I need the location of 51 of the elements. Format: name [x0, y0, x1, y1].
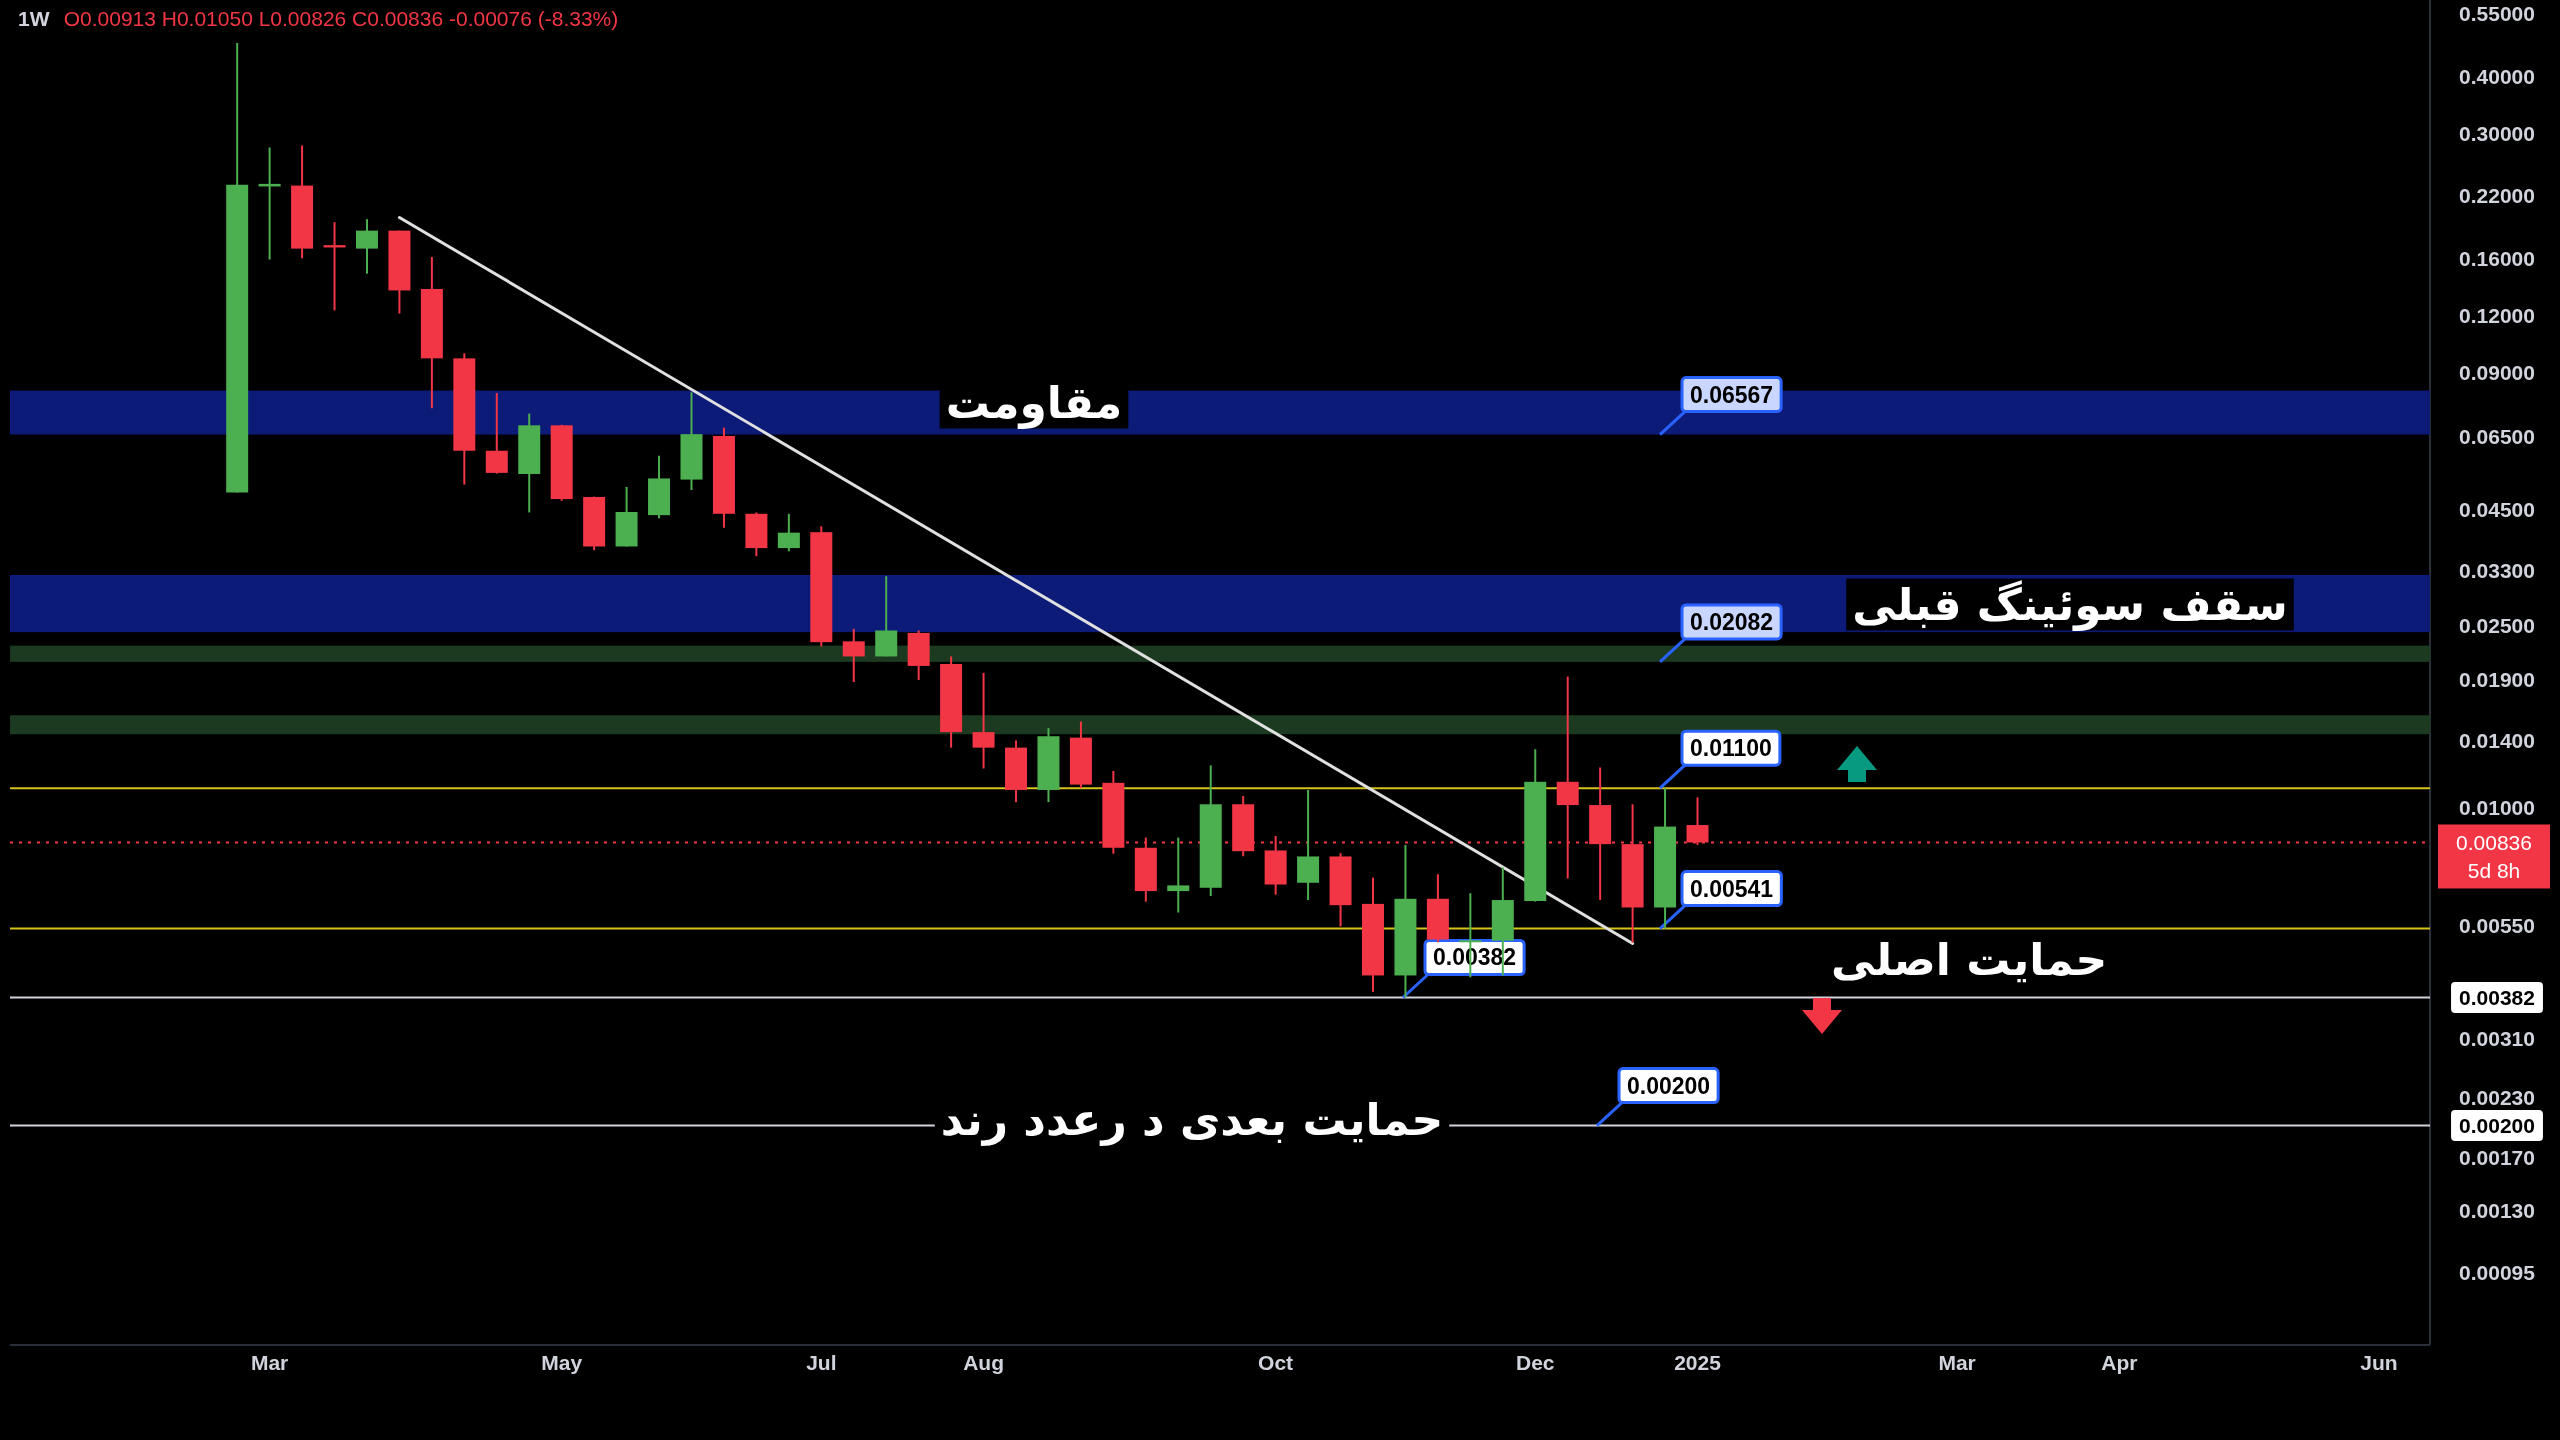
y-tick-label: 0.40000: [2459, 65, 2535, 89]
y-tick-label: 0.00550: [2459, 913, 2535, 937]
ref-line-label: 0.00836: [2456, 831, 2532, 855]
chart-title: 1W: [18, 7, 50, 30]
band-label: 0.06567: [1690, 381, 1774, 408]
y-tick-label: 0.00200: [2459, 1114, 2535, 1138]
y-tick-label: 0.04500: [2459, 497, 2535, 521]
x-tick-label: 2025: [1674, 1350, 1722, 1374]
candlestick: [777, 512, 800, 553]
x-tick-label: May: [541, 1350, 583, 1374]
y-tick-label: 0.00170: [2459, 1146, 2535, 1170]
y-tick-label: 0.12000: [2459, 303, 2535, 327]
annotation: مقاومت: [945, 376, 1123, 429]
x-tick-label: Mar: [1938, 1350, 1976, 1374]
x-tick-label: Oct: [1258, 1350, 1294, 1374]
y-tick-label: 0.55000: [2459, 2, 2535, 26]
candlestick: [355, 218, 378, 275]
annotation: سقف سوئینگ قبلی: [1852, 578, 2288, 631]
y-tick-label: 0.00095: [2459, 1261, 2536, 1285]
y-tick-label: 0.09000: [2459, 360, 2535, 384]
candlestick: [485, 392, 508, 475]
y-tick-label: 0.06500: [2459, 425, 2535, 449]
y-tick-label: 0.00382: [2459, 986, 2535, 1009]
text: 5d 8h: [2467, 859, 2521, 883]
x-tick-label: Jul: [806, 1350, 837, 1374]
x-tick-label: Mar: [250, 1350, 289, 1374]
y-tick-label: 0.01900: [2459, 668, 2535, 692]
x-tick-label: Dec: [1515, 1350, 1555, 1374]
y-tick-label: 0.03300: [2459, 559, 2535, 583]
annotation: حمایت بعدی د رعدد رند: [940, 1093, 1444, 1146]
ref-line-label: 0.01100: [1690, 735, 1772, 762]
annotation: حمایت اصلی: [1830, 933, 2108, 985]
x-tick-label: Aug: [963, 1350, 1004, 1374]
y-tick-label: 0.01000: [2459, 795, 2535, 819]
candlestick: [1167, 836, 1190, 914]
ref-line-label: 0.00200: [1627, 1072, 1711, 1099]
candlestick: [972, 671, 995, 770]
candlestick: [842, 627, 865, 684]
y-tick-label: 0.22000: [2459, 183, 2535, 207]
chart-subtitle: O0.00913 H0.01050 L0.00826 C0.00836 -0.00076 (-8.33%): [63, 7, 619, 30]
y-tick-label: 0.00130: [2459, 1199, 2535, 1223]
y-tick-label: 0.02500: [2459, 614, 2535, 638]
y-tick-label: 0.00230: [2459, 1086, 2535, 1110]
y-tick-label: 0.01400: [2459, 728, 2535, 752]
y-tick-label: 0.30000: [2459, 122, 2535, 146]
band-label: 0.02082: [1690, 608, 1774, 635]
y-tick-label: 0.00310: [2459, 1027, 2535, 1051]
ref-line-label: 0.00541: [1690, 875, 1774, 902]
y-tick-label: 0.16000: [2459, 246, 2535, 270]
x-tick-label: Jun: [2360, 1350, 2398, 1374]
x-tick-label: Apr: [2101, 1350, 2138, 1374]
